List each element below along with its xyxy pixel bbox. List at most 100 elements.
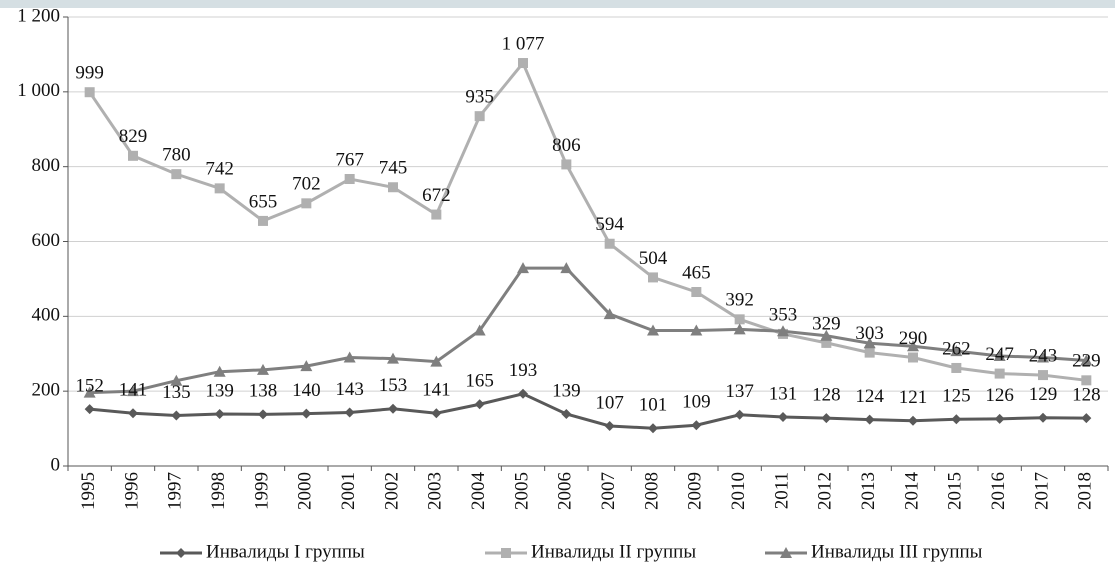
series-line [88,60,1087,382]
marker [908,352,918,363]
marker [83,386,96,398]
marker [1037,351,1049,363]
legend-label: Инвалиды III группы [811,541,983,562]
data-label: 329 [812,313,841,334]
marker [777,325,789,337]
marker [387,352,399,364]
marker [821,413,832,424]
data-label: 767 [335,149,364,170]
marker [474,111,485,122]
marker [691,287,702,298]
legend-label: Инвалиды II группы [531,541,696,562]
y-tick-label: 1 200 [17,5,60,26]
data-label: 129 [1029,384,1058,405]
data-label: 143 [335,379,364,400]
marker [170,374,183,386]
marker [647,324,659,336]
data-label: 392 [725,290,754,311]
data-label: 125 [942,386,971,407]
x-tick-label: 2017 [1031,472,1052,510]
marker [343,351,356,363]
marker [734,409,745,420]
data-label: 672 [422,185,451,206]
marker [473,324,486,336]
marker [994,413,1005,424]
marker [301,408,312,419]
legend-label: Инвалиды I группы [206,541,365,562]
x-tick-label: 2014 [901,472,922,511]
data-label: 107 [595,392,624,413]
data-label: 465 [682,262,711,283]
marker [864,347,875,358]
x-tick-label: 2016 [988,472,1009,510]
data-label: 303 [855,323,884,344]
marker [778,411,788,422]
marker [84,404,95,415]
data-label: 243 [1029,345,1058,366]
data-label: 126 [985,385,1014,406]
data-label: 742 [205,159,234,180]
data-label: 128 [1072,384,1101,405]
series-line [89,266,1087,395]
marker [691,420,702,431]
marker [1081,413,1092,424]
marker [951,362,962,373]
marker [176,548,186,558]
y-tick-label: 200 [32,380,61,401]
x-tick-label: 2006 [555,472,576,510]
marker [1081,375,1092,386]
data-label: 124 [855,386,884,407]
data-label: 141 [119,380,148,401]
marker [344,407,355,418]
data-label: 139 [205,380,234,401]
marker [501,548,511,558]
data-label: 745 [379,158,408,179]
x-tick-label: 2012 [815,472,836,510]
data-label: 999 [75,63,104,84]
marker [780,547,792,558]
data-label: 193 [509,360,538,381]
y-tick-label: 400 [32,305,61,326]
marker [388,182,398,193]
marker [431,408,442,419]
marker [213,365,226,377]
x-tick-label: 2000 [295,472,316,510]
marker [950,345,963,357]
data-label: 137 [725,381,754,402]
marker [603,308,616,320]
data-label: 290 [899,328,928,349]
marker [560,262,573,274]
marker [864,414,875,425]
data-label: 1 077 [502,33,545,54]
data-label: 702 [292,174,321,195]
marker [690,324,703,336]
x-tick-label: 2007 [598,472,619,510]
marker [734,314,745,325]
marker [604,238,615,249]
marker [821,337,832,348]
x-tick-label: 1997 [165,472,186,510]
x-tick-label: 1996 [121,472,142,510]
x-tick-label: 2011 [771,472,792,509]
marker [84,87,95,98]
x-tick-label: 2015 [945,472,966,510]
marker [171,169,182,180]
x-tick-label: 2004 [468,472,489,511]
data-label: 135 [162,382,191,403]
data-label: 109 [682,392,711,413]
series-line [89,392,1087,430]
data-label: 935 [465,87,494,108]
marker [344,174,355,185]
marker [1038,412,1048,423]
data-label: 101 [639,395,668,416]
marker [430,355,443,367]
y-tick-label: 800 [32,155,61,176]
data-label: 262 [942,338,971,359]
marker [1038,370,1048,381]
data-label: 594 [595,214,624,235]
marker [171,410,182,421]
top-band [0,0,1115,8]
marker [561,159,572,170]
marker [604,420,615,431]
